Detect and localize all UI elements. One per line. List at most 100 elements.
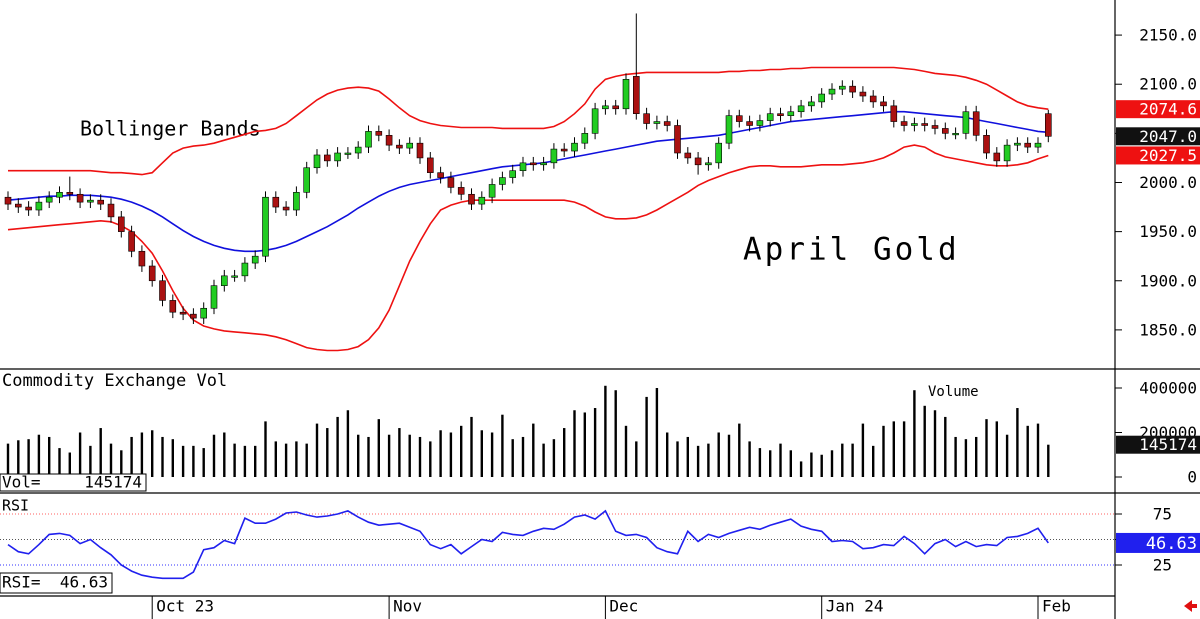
candle-body	[591, 108, 599, 134]
volume-bar	[624, 425, 628, 478]
volume-bar	[254, 445, 257, 478]
readout-label: RSI=	[2, 573, 41, 592]
candle-body	[179, 311, 187, 315]
candle-body	[385, 135, 393, 146]
lower-band-label-box	[1116, 146, 1200, 165]
candle-body	[221, 275, 228, 286]
candle-body	[622, 79, 630, 110]
upper-band-label: 2074.6	[1139, 100, 1197, 119]
candle-body	[1045, 113, 1052, 137]
volume-bar	[727, 434, 731, 478]
candle-body	[262, 196, 269, 257]
volume-bar	[1036, 423, 1040, 478]
last-volume-box	[1116, 435, 1200, 454]
x-tick-label: Nov	[393, 597, 422, 616]
volume-bar	[295, 441, 298, 478]
candle-body	[45, 196, 53, 203]
candle-body	[993, 152, 1001, 162]
volume-bar	[284, 443, 288, 478]
candle-body	[560, 148, 568, 152]
volume-bar	[913, 390, 916, 478]
candle-body	[293, 192, 300, 211]
candle-body	[746, 121, 753, 126]
candle-body	[437, 172, 444, 178]
volume-bar	[954, 436, 957, 478]
lower-band-label: 2027.5	[1139, 146, 1197, 165]
candle-body	[1034, 142, 1042, 148]
candle-body	[365, 131, 372, 148]
volume-bar	[995, 421, 998, 478]
volume-bar	[243, 445, 247, 478]
volume-bar	[902, 421, 906, 478]
candle-body	[787, 111, 795, 116]
volume-bar	[151, 430, 154, 478]
candle-body	[962, 111, 970, 134]
volume-bar	[346, 410, 350, 478]
volume-bar	[367, 436, 370, 478]
volume-bar	[357, 434, 360, 478]
candle-body	[231, 275, 238, 278]
candle-body	[15, 203, 22, 208]
volume-bar	[439, 430, 442, 478]
volume-bar	[305, 443, 308, 478]
candle-body	[705, 162, 712, 166]
y-tick-label: 2000.0	[1139, 173, 1197, 192]
annotation: Volume	[928, 384, 979, 400]
candle-body	[838, 85, 846, 90]
chart-title: April Gold	[743, 232, 960, 268]
candle-body	[602, 105, 609, 110]
volume-bar	[130, 436, 133, 478]
candle-body	[818, 93, 826, 103]
volume-bar	[841, 443, 844, 478]
candle-body	[1024, 142, 1031, 148]
volume-bar	[171, 439, 174, 478]
volume-bar	[418, 436, 422, 478]
volume-bar	[799, 461, 803, 478]
candle-body	[1003, 144, 1011, 162]
candle-body	[4, 196, 12, 205]
candle-body	[334, 152, 341, 162]
candle-body	[251, 255, 259, 264]
candle-body	[87, 199, 94, 203]
candle-body	[396, 144, 403, 149]
volume-bar	[212, 434, 216, 478]
candle-body	[375, 131, 383, 136]
last-rsi-label: 46.63	[1146, 534, 1197, 554]
y-tick-label: 75	[1153, 504, 1172, 523]
candle-body	[148, 265, 156, 282]
candle-body	[519, 162, 527, 171]
volume-bar	[89, 445, 92, 478]
candle-body	[66, 192, 74, 195]
candle-body	[674, 125, 681, 154]
candle-body	[941, 128, 949, 134]
candle-body	[715, 142, 723, 164]
y-tick-label: 1900.0	[1139, 271, 1197, 290]
candle-body	[828, 88, 836, 95]
volume-bar	[120, 450, 123, 478]
candle-body	[890, 105, 898, 122]
bollinger-band	[8, 66, 1049, 176]
volume-bar	[161, 436, 164, 478]
candle-body	[880, 101, 887, 107]
volume-bar	[655, 388, 659, 478]
volume-bar	[480, 430, 483, 478]
last-price-label-box	[1116, 127, 1200, 146]
candle-body	[550, 148, 558, 164]
candle-body	[488, 184, 496, 198]
volume-bar	[27, 439, 30, 478]
candle-body	[138, 250, 146, 267]
volume-bar	[666, 432, 669, 478]
candle-body	[612, 105, 620, 110]
candle-body	[983, 135, 990, 154]
volume-bar	[964, 439, 968, 478]
candle-body	[56, 192, 63, 198]
candle-body	[849, 85, 856, 93]
volume-bar	[696, 445, 700, 478]
volume-bar	[264, 421, 267, 478]
volume-bar	[233, 443, 236, 478]
volume-bar	[37, 434, 41, 478]
candle-body	[97, 199, 104, 205]
panel-title: Commodity Exchange Vol	[2, 371, 227, 391]
candle-body	[457, 187, 465, 195]
